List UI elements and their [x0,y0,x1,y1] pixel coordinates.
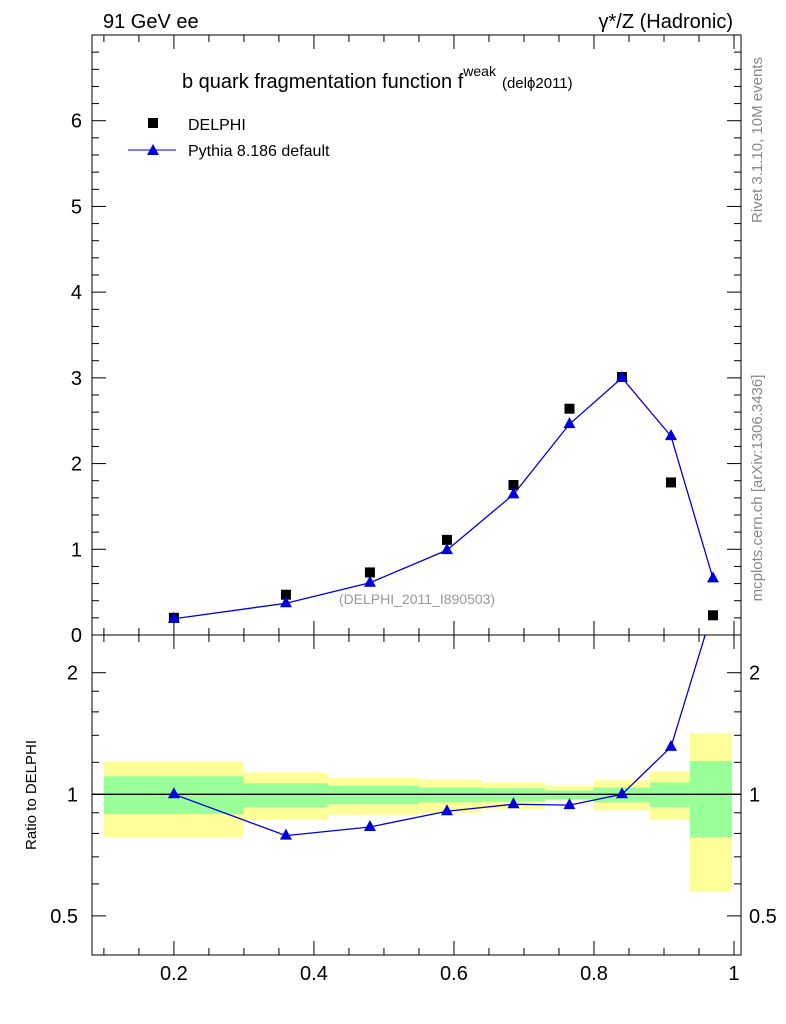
legend-triangle-icon [147,144,159,155]
ratio-y-tick-label: 0.5 [50,906,78,928]
pythia-point [664,429,677,441]
y-tick-label: 4 [71,282,82,304]
ratio-y-tick-label-right: 0.5 [749,906,777,928]
delphi-point [280,589,291,600]
ratio-frame [91,634,742,956]
pythia-point [507,487,520,499]
pythia-point [167,611,180,623]
ratio-point [279,828,292,840]
uncertainty-bands [92,732,741,892]
y-tick-label: 5 [71,196,82,218]
plot-title: b quark fragmentation function fweak(del… [182,63,573,93]
pythia-point [706,571,719,583]
y-tick-label: 1 [71,539,82,561]
legend-pythia: Pythia 8.186 default [188,143,330,160]
watermark: (DELPHI_2011_I890503) [339,591,495,607]
pythia-line [173,376,714,620]
y-tick-label: 6 [71,111,82,133]
x-tick-label: 0.4 [300,963,328,985]
green-band [327,785,419,805]
ratio-point [363,819,376,831]
delphi-point [665,477,676,488]
x-tick-label: 1 [728,963,739,985]
pythia-point [563,417,576,429]
ratio-point [615,787,628,799]
data-marks [167,370,719,840]
ratio-y-tick-label-right: 2 [749,663,760,685]
ratio-y-tick-label-right: 1 [749,784,760,806]
x-tick-label: 0.8 [580,963,608,985]
delphi-point [441,534,452,545]
legend-delphi: DELPHI [188,117,246,134]
x-tick-label: 0.6 [440,963,468,985]
y-tick-label: 0 [71,625,82,647]
ratio-point [664,739,677,751]
y-tick-label: 2 [71,454,82,476]
y-tick-label: 3 [71,368,82,390]
ratio-point [563,798,576,810]
ratio-point [440,804,453,816]
pythia-point [615,370,628,382]
ratio-ylabel: Ratio to DELPHI [23,740,40,850]
side-label-mcplots: mcplots.cern.ch [arXiv:1306.3436] [749,375,766,602]
legend-square-icon [148,118,158,128]
green-band [689,760,732,837]
pythia-point [279,596,292,608]
delphi-point [508,480,519,490]
side-label-rivet: Rivet 3.1.10, 10M events [749,57,766,223]
pythia-point [363,575,376,587]
delphi-point [707,610,718,621]
x-tick-label: 0.2 [160,963,188,985]
axis-ticks: 0 1 2 3 4 5 6 0.2 0.4 0.6 0.8 1 0.5 0.5 1 1 2 2 [50,35,777,985]
ratio-point [507,797,520,809]
ratio-y-tick-label: 2 [67,663,78,685]
header-left: 91 GeV ee [103,11,199,33]
green-band [243,783,328,808]
pythia-point [440,543,453,555]
ratio-y-tick-label: 1 [67,784,78,806]
ratio-point [167,787,180,799]
delphi-point [364,567,375,578]
delphi-point [564,403,575,414]
header-right: γ*/Z (Hadronic) [599,11,733,33]
